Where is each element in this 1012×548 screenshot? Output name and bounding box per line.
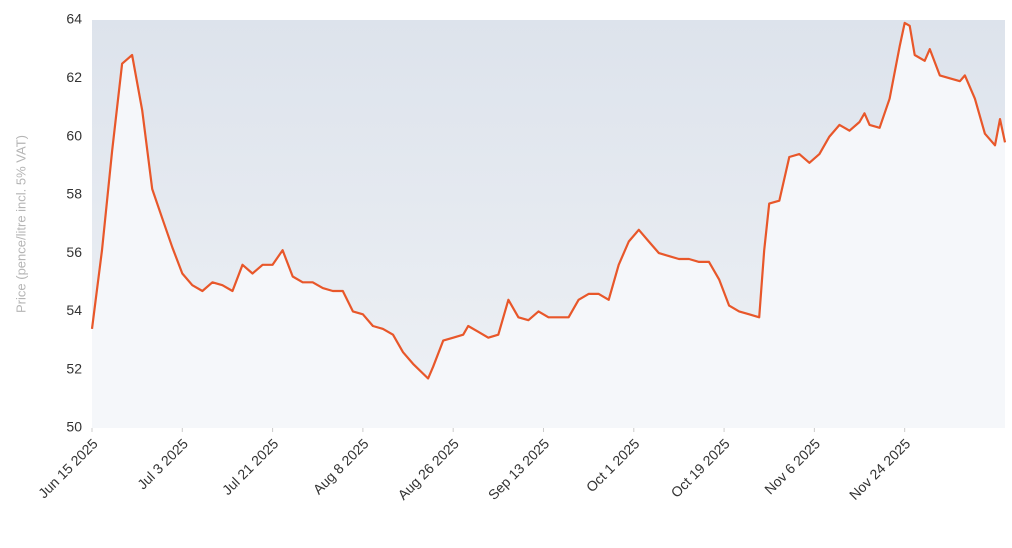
x-tick-label: Jun 15 2025 — [35, 435, 101, 501]
x-tick-label: Jul 3 2025 — [134, 435, 191, 492]
y-tick-label: 62 — [66, 69, 82, 85]
y-tick-label: 58 — [66, 186, 82, 202]
x-tick-label: Aug 26 2025 — [394, 435, 462, 503]
y-tick-label: 50 — [66, 419, 82, 435]
x-tick-label: Nov 6 2025 — [761, 435, 823, 497]
y-tick-label: 60 — [66, 127, 82, 143]
y-axis-label: Price (pence/litre incl. 5% VAT) — [13, 135, 28, 313]
x-tick-label: Oct 1 2025 — [583, 435, 643, 495]
x-tick-label: Aug 8 2025 — [310, 435, 372, 497]
x-tick-label: Oct 19 2025 — [668, 435, 733, 500]
line — [90, 21, 1007, 380]
y-tick-label: 54 — [66, 302, 82, 318]
x-tick-label: Jul 21 2025 — [219, 435, 282, 498]
area — [92, 22, 1005, 429]
x-tick-label: Sep 13 2025 — [485, 435, 553, 503]
y-tick-label: 56 — [66, 244, 82, 260]
y-tick-label: 64 — [66, 11, 82, 27]
y-tick-label: 52 — [66, 360, 82, 376]
x-tick-label: Nov 24 2025 — [846, 435, 914, 503]
